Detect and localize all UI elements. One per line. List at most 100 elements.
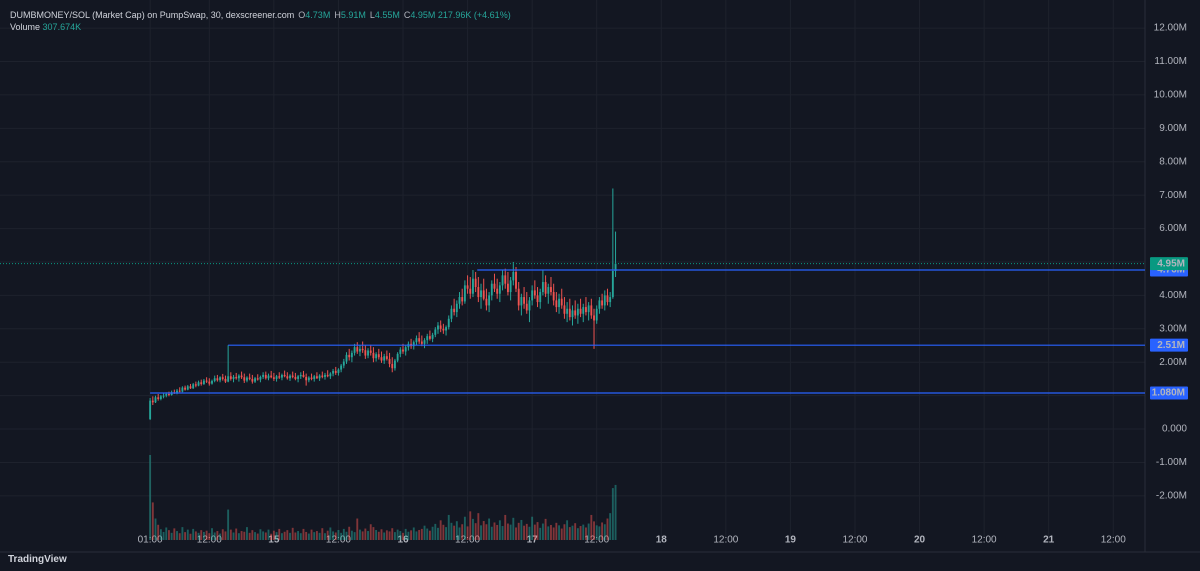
candle-body [555,300,558,308]
volume-bar [184,532,187,540]
y-tick-label: 0.000 [1162,424,1187,435]
x-tick-label: 12:00 [584,535,609,546]
volume-bar [256,533,259,540]
candle-body [377,354,380,358]
volume-bar [235,528,238,540]
volume-bar [493,522,496,540]
candle-body [404,347,407,352]
candle-body [568,308,571,318]
volume-bar [498,520,501,540]
volume-bar [568,527,571,540]
ohlc-key: C [403,10,411,20]
volume-bar [178,533,181,540]
volume-bar [555,522,558,540]
volume-bar [506,523,509,540]
volume-bar [259,529,262,540]
volume-bar [361,531,364,540]
volume-bar [528,526,531,540]
candle-body [235,376,238,379]
volume-bar [213,532,216,540]
y-tick-label: 8.00M [1159,156,1187,167]
volume-bar [157,524,160,540]
candle-body [337,369,340,373]
candle-body [477,287,480,298]
candle-body [611,271,614,298]
candle-body [286,376,289,379]
candle-body [149,400,152,420]
volume-bar [598,526,601,540]
volume-bar [418,529,421,540]
volume-bar [356,518,359,540]
symbol: DUMBMONEY/SOL (Market Cap) on PumpSwap, … [10,10,295,20]
candle-body [415,338,418,343]
candle-body [208,381,211,384]
volume-bar [393,532,396,540]
candle-body [582,307,585,314]
candle-body [281,374,283,378]
candle-body [420,341,423,344]
volume-bar [576,528,579,540]
candle-body [585,307,587,313]
volume-bar [329,527,332,540]
volume-bar [385,530,388,540]
candle-body [428,336,431,339]
volume-bar [601,522,604,540]
volume-bar [176,531,178,540]
candle-body [590,305,593,316]
volume-bar [367,531,369,540]
price-label: 1.080M [1152,388,1185,399]
y-tick-label: 7.00M [1159,190,1187,201]
volume-bar [490,526,493,540]
volume-bar [278,528,281,540]
candle-body [307,377,310,381]
volume-bar [442,524,445,540]
candle-body [552,292,555,301]
candle-body [251,378,254,382]
candle-body [512,272,515,281]
candle-body [159,396,162,399]
volume-bar [501,526,504,540]
ohlc-value: 4.55M [374,10,400,20]
candle-body [224,378,227,382]
volume-bar [369,524,372,540]
candle-body [348,354,351,358]
volume-bar [574,523,577,540]
candle-body [262,374,265,377]
y-tick-label: -1.00M [1156,457,1187,468]
candle-body [237,375,240,379]
candle-body [189,386,192,389]
x-tick-label: 17 [527,535,539,546]
candle-body [176,390,178,393]
volume-bar [307,533,310,540]
volume-bar [587,523,590,540]
candle-body [270,375,273,378]
candle-body [445,327,447,331]
candle-body [485,298,488,306]
candle-body [539,292,542,303]
candle-body [267,375,270,379]
candle-body [525,303,528,311]
volume-bar [243,531,246,540]
volume-bar [410,530,413,540]
candle-body [205,380,208,382]
volume-bar [200,530,203,540]
price-label-box [1150,338,1188,352]
x-tick-label: 15 [268,535,280,546]
candle-body [192,384,195,389]
volume-bar [318,532,321,540]
x-tick-label: 21 [1043,535,1055,546]
candle-body [466,285,469,289]
candle-body [431,334,434,339]
x-tick-label: 20 [914,535,926,546]
volume-bar [407,531,410,540]
volume-bar [315,531,318,540]
volume-bar [423,525,426,540]
candle-body [418,338,421,342]
candle-body [488,295,491,306]
candle-body [606,295,609,303]
y-tick-label: 9.00M [1159,123,1187,134]
branding[interactable]: TradingView [8,554,67,565]
candle-body [391,363,394,369]
volume-bar [151,502,154,540]
